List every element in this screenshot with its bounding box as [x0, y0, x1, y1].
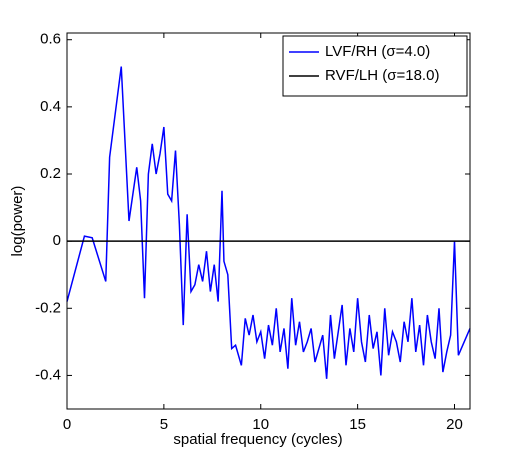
x-tick-label: 20: [446, 416, 463, 433]
y-tick-label: -0.2: [35, 299, 61, 316]
axes-box: [66, 32, 471, 410]
x-axis-label: spatial frequency (cycles): [173, 431, 342, 448]
y-axis-label: log(power): [9, 186, 26, 257]
y-tick-label: 0.4: [40, 98, 61, 115]
x-tick-label: 0: [63, 416, 71, 433]
y-tick-label: 0: [53, 232, 61, 249]
y-tick-label: 0.2: [40, 165, 61, 182]
legend-box: [282, 35, 468, 97]
x-tick-label: 10: [252, 416, 269, 433]
y-tick-label: -0.4: [35, 366, 61, 383]
legend-label: LVF/RH (σ=4.0): [325, 43, 430, 60]
y-tick-label: 0.6: [40, 31, 61, 48]
legend-label: RVF/LH (σ=18.0): [325, 67, 439, 84]
x-tick-label: 5: [160, 416, 168, 433]
x-tick-label: 15: [349, 416, 366, 433]
data-line: [66, 66, 471, 379]
